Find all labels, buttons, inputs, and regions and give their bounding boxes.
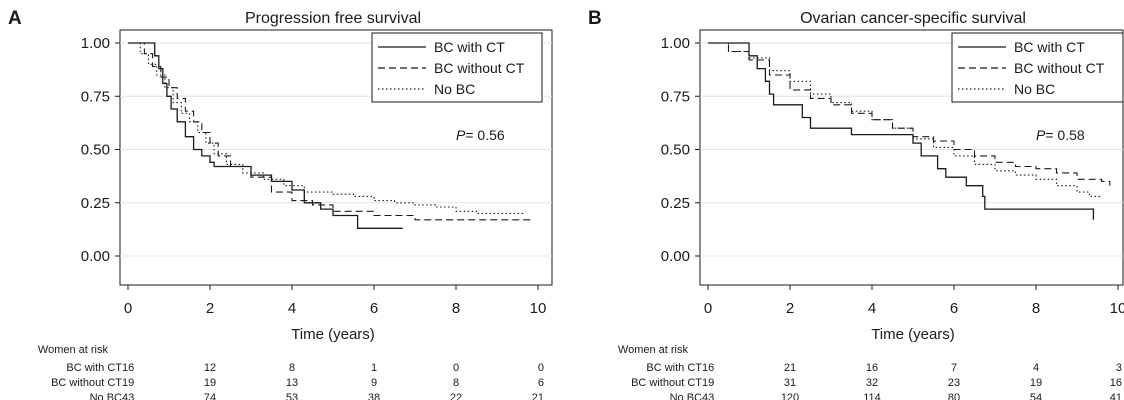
legend-label: No BC: [1014, 81, 1055, 97]
x-tick-label: 2: [786, 300, 794, 317]
p-value-symbol: P: [1036, 127, 1046, 143]
y-tick-label: 0.50: [81, 142, 110, 159]
risk-row-label: BC with CT: [646, 362, 702, 374]
risk-row-label: No BC: [670, 392, 702, 400]
series-line-3: [128, 42, 526, 214]
risk-value: 12: [204, 362, 216, 374]
x-tick-label: 8: [1032, 300, 1040, 317]
risk-value: 8: [289, 362, 295, 374]
p-value-text: = 0.56: [465, 127, 505, 143]
legend-label: BC without CT: [1014, 60, 1105, 76]
p-value-annotation: P= 0.58: [1036, 127, 1085, 143]
panel-letter: B: [588, 8, 602, 29]
legend-box: [371, 32, 543, 103]
legend-label: BC without CT: [434, 60, 525, 76]
risk-value: 16: [866, 362, 878, 374]
risk-value: 7: [951, 362, 957, 374]
y-tick-label: 0.25: [661, 195, 690, 212]
risk-value: 43: [702, 392, 714, 400]
risk-value: 1: [371, 362, 377, 374]
x-axis-label: Time (years): [291, 326, 375, 343]
risk-value: 22: [450, 392, 462, 400]
p-value-annotation: P= 0.56: [456, 127, 505, 143]
risk-value: 3: [1116, 362, 1122, 374]
plot-frame: [119, 29, 553, 286]
risk-value: 6: [538, 377, 544, 389]
plot-frame: [699, 29, 1124, 286]
x-tick-label: 6: [950, 300, 958, 317]
chart-title: Progression free survival: [245, 10, 421, 27]
series-line-1: [708, 42, 1095, 220]
legend-label: BC with CT: [1014, 39, 1085, 55]
chart-title: Ovarian cancer-specific survival: [800, 10, 1026, 27]
risk-row-label: BC without CT: [631, 377, 702, 389]
risk-value: 19: [702, 377, 714, 389]
risk-value: 74: [204, 392, 216, 400]
y-tick-label: 0.75: [661, 88, 690, 105]
series-line-1: [128, 42, 403, 229]
risk-value: 114: [863, 392, 881, 400]
risk-value: 120: [781, 392, 799, 400]
x-tick-label: 0: [704, 300, 712, 317]
risk-value: 80: [948, 392, 960, 400]
risk-value: 9: [371, 377, 377, 389]
risk-value: 31: [784, 377, 796, 389]
p-value-symbol: P: [456, 127, 466, 143]
risk-value: 54: [1030, 392, 1042, 400]
risk-row-label: BC without CT: [51, 377, 122, 389]
risk-value: 21: [532, 392, 544, 400]
risk-value: 19: [1030, 377, 1042, 389]
y-tick-label: 0.00: [661, 248, 690, 265]
x-tick-label: 10: [530, 300, 547, 317]
risk-value: 19: [122, 377, 134, 389]
y-tick-label: 0.25: [81, 195, 110, 212]
x-tick-label: 0: [124, 300, 132, 317]
y-tick-label: 0.00: [81, 248, 110, 265]
series-line-2: [708, 42, 1111, 186]
y-tick-label: 1.00: [81, 35, 110, 52]
risk-row-label: No BC: [90, 392, 122, 400]
x-tick-label: 2: [206, 300, 214, 317]
risk-value: 13: [286, 377, 298, 389]
risk-table-title: Women at risk: [618, 344, 689, 356]
risk-value: 16: [1110, 377, 1122, 389]
risk-value: 0: [453, 362, 459, 374]
y-tick-label: 0.75: [81, 88, 110, 105]
y-tick-label: 1.00: [661, 35, 690, 52]
x-tick-label: 10: [1110, 300, 1124, 317]
x-tick-label: 8: [452, 300, 460, 317]
risk-value: 32: [866, 377, 878, 389]
risk-value: 4: [1033, 362, 1039, 374]
risk-value: 19: [204, 377, 216, 389]
risk-value: 38: [368, 392, 380, 400]
risk-value: 41: [1110, 392, 1122, 400]
risk-value: 21: [784, 362, 796, 374]
x-tick-label: 6: [370, 300, 378, 317]
x-axis-label: Time (years): [871, 326, 955, 343]
risk-value: 8: [453, 377, 459, 389]
panel-letter: A: [8, 8, 22, 29]
risk-row-label: BC with CT: [66, 362, 122, 374]
y-tick-label: 0.50: [661, 142, 690, 159]
series-line-2: [128, 42, 531, 225]
risk-value: 0: [538, 362, 544, 374]
risk-value: 53: [286, 392, 298, 400]
legend-label: No BC: [434, 81, 475, 97]
risk-table-title: Women at risk: [38, 344, 109, 356]
x-tick-label: 4: [868, 300, 876, 317]
risk-value: 16: [122, 362, 134, 374]
risk-value: 43: [122, 392, 134, 400]
risk-value: 16: [702, 362, 714, 374]
p-value-text: = 0.58: [1045, 127, 1085, 143]
x-tick-label: 4: [288, 300, 296, 317]
legend-label: BC with CT: [434, 39, 505, 55]
risk-value: 23: [948, 377, 960, 389]
